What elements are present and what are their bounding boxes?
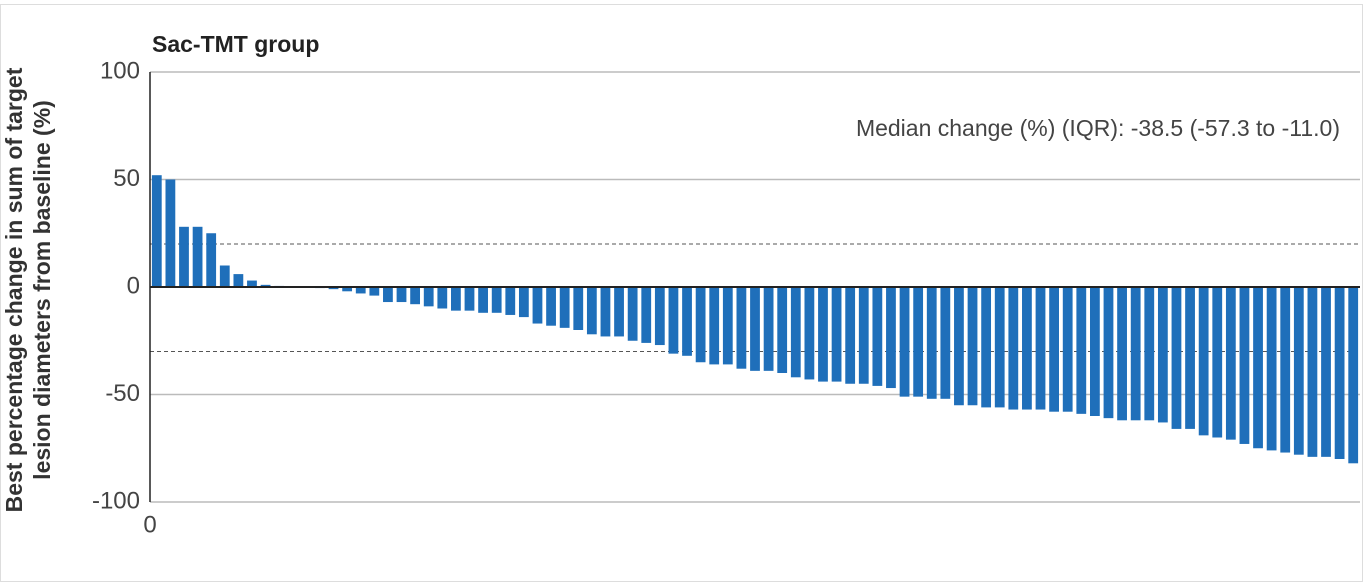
bar — [913, 287, 924, 397]
bar — [654, 287, 665, 346]
bar — [1035, 287, 1046, 410]
bar — [423, 287, 434, 307]
bar — [1144, 287, 1155, 421]
bar — [464, 287, 475, 311]
bar — [1008, 287, 1019, 410]
bar — [600, 287, 611, 337]
bar — [192, 226, 203, 287]
chart-title: Sac-TMT group — [152, 31, 319, 57]
bar — [165, 179, 176, 287]
bar — [804, 287, 815, 380]
bar — [206, 233, 217, 287]
bar — [831, 287, 842, 382]
bar — [668, 287, 679, 354]
bar — [1280, 287, 1291, 453]
bar — [451, 287, 461, 311]
bar — [1117, 287, 1127, 421]
bar — [546, 287, 556, 326]
bar — [1130, 287, 1141, 421]
bar — [981, 287, 992, 408]
bar — [1348, 287, 1359, 464]
bar — [1321, 287, 1331, 457]
bar — [682, 287, 692, 356]
bar — [790, 287, 801, 378]
bar — [1225, 287, 1236, 440]
bar — [586, 287, 597, 335]
y-tick-label: 100 — [100, 57, 140, 84]
bar — [994, 287, 1005, 408]
bar — [1185, 287, 1195, 429]
bar — [1266, 287, 1277, 451]
bar — [1198, 287, 1209, 436]
bar — [940, 287, 951, 399]
bar — [1293, 287, 1304, 455]
bar — [1062, 287, 1073, 412]
bar — [1253, 287, 1263, 449]
bar — [858, 287, 869, 384]
bar — [410, 287, 421, 305]
bar — [179, 226, 189, 287]
bar — [478, 287, 488, 313]
bar — [641, 287, 652, 343]
bar — [518, 287, 529, 318]
bar — [709, 287, 720, 365]
bar — [750, 287, 760, 371]
bar — [505, 287, 516, 315]
annotation: Median change (%) (IQR): -38.5 (-57.3 to… — [856, 115, 1340, 141]
bar — [627, 287, 638, 341]
bar — [845, 287, 856, 384]
bar — [954, 287, 964, 406]
y-axis-label: Best percentage change in sum of target — [1, 67, 27, 512]
bar — [573, 287, 584, 330]
bar — [260, 284, 271, 287]
bar — [369, 287, 380, 296]
bar — [1239, 287, 1250, 444]
bar — [219, 265, 230, 287]
bar — [1076, 287, 1087, 414]
bar — [342, 287, 353, 292]
bar — [491, 287, 502, 313]
bar — [967, 287, 978, 406]
bar — [233, 274, 244, 287]
bar — [722, 287, 733, 365]
y-tick-label: -50 — [105, 380, 140, 407]
bar — [872, 287, 883, 386]
bar — [1157, 287, 1168, 423]
bar — [437, 287, 448, 309]
bar — [1089, 287, 1100, 416]
bar — [1049, 287, 1059, 412]
bar — [695, 287, 706, 363]
bar — [736, 287, 747, 369]
bar — [926, 287, 937, 399]
bar — [328, 287, 339, 290]
bar — [396, 287, 407, 303]
bar — [886, 287, 896, 389]
y-tick-label: -100 — [92, 487, 140, 514]
y-axis-label: lesion diameters from baseline (%) — [29, 100, 55, 480]
bar — [355, 287, 366, 294]
bar — [1307, 287, 1318, 457]
bar — [559, 287, 570, 328]
bar — [899, 287, 910, 397]
bar — [763, 287, 774, 371]
bar — [1212, 287, 1223, 438]
bar — [1334, 287, 1345, 459]
bar — [532, 287, 543, 324]
bar — [247, 280, 257, 287]
bar — [1171, 287, 1182, 429]
y-tick-label: 0 — [127, 272, 140, 299]
bar — [777, 287, 788, 373]
bar — [614, 287, 624, 337]
bar — [151, 175, 162, 287]
bar — [818, 287, 828, 382]
bar — [383, 287, 393, 303]
x-tick-label: 0 — [143, 511, 156, 538]
bar — [1103, 287, 1114, 419]
bar — [1022, 287, 1032, 410]
y-tick-label: 50 — [113, 165, 140, 192]
